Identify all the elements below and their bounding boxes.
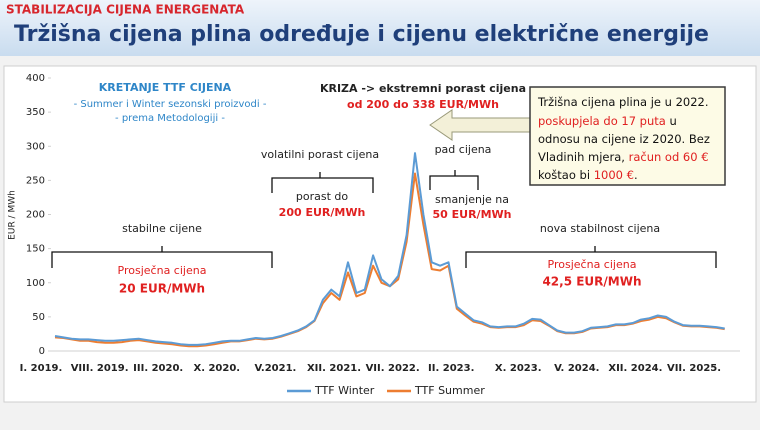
x-tick-label: X. 2020. xyxy=(193,363,240,374)
series-line xyxy=(54,152,725,346)
y-tick-label: 50 xyxy=(32,312,45,323)
annotation: 20 EUR/MWh xyxy=(119,282,205,296)
plot: 0 50 100 150 200 250 300 350 400 I. 2019. VIII. 20… xyxy=(20,73,740,397)
legend-label: TTF Summer xyxy=(414,384,485,397)
annotation: nova stabilnost cijena xyxy=(540,222,660,235)
annotation: 50 EUR/MWh xyxy=(433,208,512,221)
y-tick-label: 200 xyxy=(26,210,45,221)
x-tick-label: III. 2020. xyxy=(133,363,183,374)
x-tick-label: XII. 2021. xyxy=(307,363,361,374)
annotation: pad cijena xyxy=(435,143,492,156)
x-tick-label: VII. 2022. xyxy=(366,363,420,374)
annotation: KRIZA -> ekstremni porast cijena xyxy=(320,82,526,95)
callout-text: Tržišna cijena plina je u 2022. poskupje… xyxy=(537,95,710,182)
callout-span: u xyxy=(666,114,677,128)
annotation: Prosječna cijena xyxy=(118,264,207,277)
annotation: porast do xyxy=(296,190,348,203)
brackets xyxy=(51,170,717,268)
y-tick-label: 100 xyxy=(26,278,45,289)
legend-label: TTF Winter xyxy=(314,384,375,397)
callout-span: koštao bi xyxy=(538,168,594,182)
annotation: volatilni porast cijena xyxy=(261,148,379,161)
y-tick-label: 250 xyxy=(26,175,45,186)
x-tick-label: V.2021. xyxy=(254,363,296,374)
y-axis-label: EUR / MWh xyxy=(8,190,18,240)
callout-span: 1000 € xyxy=(594,168,634,182)
header-band xyxy=(0,0,760,56)
annotation: Prosječna cijena xyxy=(548,258,637,271)
annotation: - prema Metodologiji - xyxy=(115,113,225,124)
callout-box xyxy=(529,86,726,186)
callout-line: poskupjela do 17 puta u xyxy=(538,114,677,128)
x-tick-label: VII. 2025. xyxy=(667,363,721,374)
y-tick-label: 350 xyxy=(26,107,45,118)
x-tick-label: VIII. 2019. xyxy=(71,363,129,374)
annotation: stabilne cijene xyxy=(122,222,202,235)
callout-line: Tržišna cijena plina je u 2022. xyxy=(537,95,709,109)
annotations: KRETANJE TTF CIJENA - Summer i Winter se… xyxy=(74,81,661,296)
annotation: 200 EUR/MWh xyxy=(279,206,366,219)
y-tick-label: 300 xyxy=(26,141,45,152)
callout-span: . xyxy=(634,168,638,182)
y-tick-label: 400 xyxy=(26,73,45,84)
x-tick-label: X. 2023. xyxy=(495,363,542,374)
callout-line: Vladinih mjera, račun od 60 € xyxy=(538,150,709,164)
bracket-stable xyxy=(51,246,273,268)
annotation: KRETANJE TTF CIJENA xyxy=(99,81,232,94)
kicker: STABILIZACIJA CIJENA ENERGENATA xyxy=(6,3,245,17)
callout-span: odnosu na cijene iz 2020. Bez xyxy=(538,132,710,146)
annotation: od 200 do 338 EUR/MWh xyxy=(347,98,499,111)
annotation: smanjenje na xyxy=(435,193,509,206)
callout-span: Tržišna cijena plina je u 2022. xyxy=(537,95,709,109)
x-tick-label: V. 2024. xyxy=(554,363,599,374)
callout-span: poskupjela do 17 puta xyxy=(538,114,666,128)
annotation: 42,5 EUR/MWh xyxy=(542,275,641,289)
y-tick-label: 150 xyxy=(26,244,45,255)
annotation: - Summer i Winter sezonski proizvodi - xyxy=(74,99,267,110)
callout-line: koštao bi 1000 €. xyxy=(538,168,638,182)
y-tick-label: 0 xyxy=(39,346,45,357)
bracket-new xyxy=(465,246,717,268)
bracket-drop xyxy=(429,170,479,190)
x-tick-label: II. 2023. xyxy=(428,363,474,374)
callout-span: račun od 60 € xyxy=(629,150,709,164)
callout-line: odnosu na cijene iz 2020. Bez xyxy=(538,132,710,146)
slide-title: Tržišna cijena plina određuje i cijenu e… xyxy=(14,22,709,47)
callout-span: Vladinih mjera, xyxy=(538,150,629,164)
x-tick-label: XII. 2024. xyxy=(608,363,662,374)
x-tick-label: I. 2019. xyxy=(20,363,63,374)
bracket-volatile xyxy=(271,172,374,193)
